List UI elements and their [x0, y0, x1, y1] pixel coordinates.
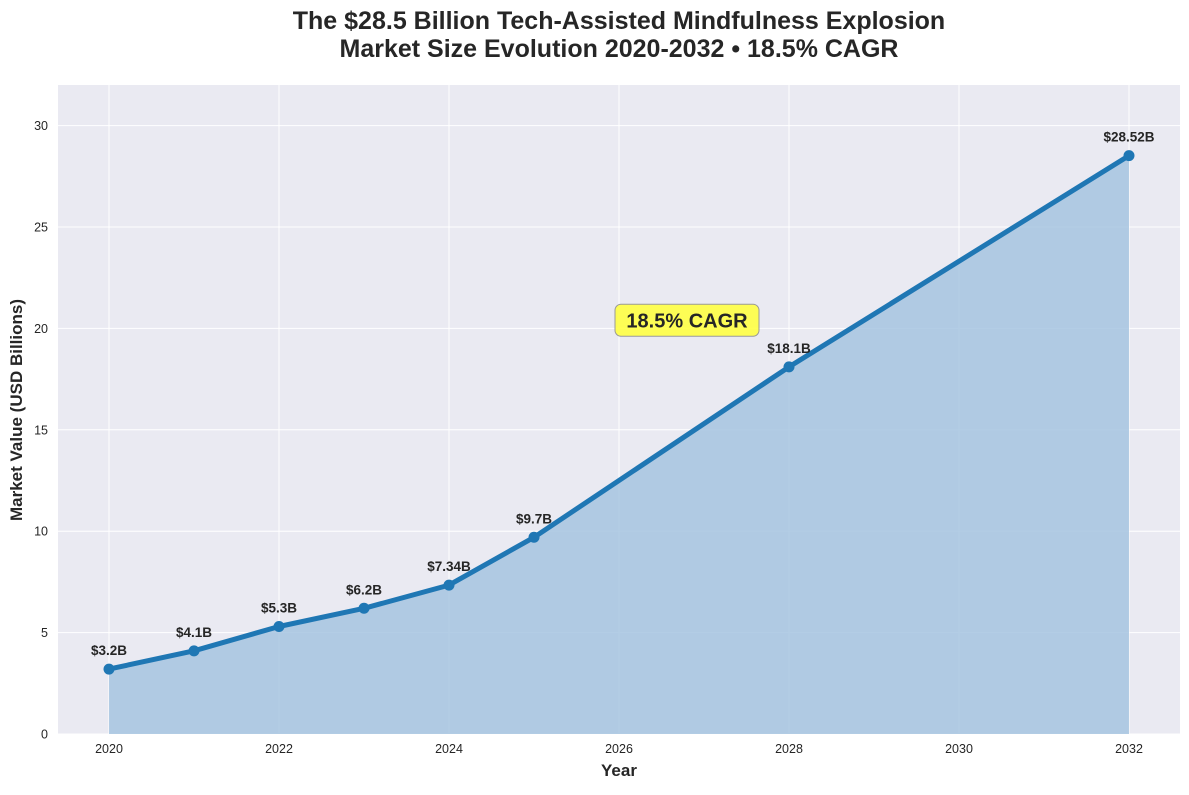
chart-title-line-2: Market Size Evolution 2020-2032 • 18.5% … [340, 35, 899, 63]
x-tick-label: 2032 [1115, 742, 1143, 756]
data-point [783, 361, 795, 373]
x-tick-label: 2030 [945, 742, 973, 756]
y-tick-label: 20 [34, 322, 48, 336]
data-point [443, 579, 455, 591]
y-tick-label: 25 [34, 220, 48, 234]
x-tick-label: 2020 [95, 742, 123, 756]
x-tick-label: 2026 [605, 742, 633, 756]
data-label: $9.7B [516, 511, 552, 526]
data-labels: $3.2B $4.1B $5.3B $6.2B $7.34B $9.7B $18.1B $28… [91, 130, 1155, 659]
x-tick-label: 2022 [265, 742, 293, 756]
y-tick-label: 30 [34, 119, 48, 133]
data-label: $7.34B [427, 559, 471, 574]
cagr-annotation-box [614, 303, 760, 337]
data-label: $28.52B [1103, 130, 1154, 145]
area-fill [109, 155, 1129, 735]
cagr-annotation: 18.5% CAGR [614, 303, 760, 337]
x-tick-label: 2024 [435, 742, 463, 756]
data-label: $3.2B [91, 643, 127, 658]
x-tick-label: 2028 [775, 742, 803, 756]
y-tick-label: 10 [34, 525, 48, 539]
data-label: $4.1B [176, 625, 212, 640]
x-axis-ticks: 2020 2022 2024 2026 2028 2030 2032 [95, 742, 1143, 756]
y-axis-ticks: 0 5 10 15 20 25 30 [34, 119, 48, 741]
data-label: $18.1B [767, 341, 811, 356]
y-axis-label: Market Value (USD Billions) [7, 299, 26, 521]
data-label: $6.2B [346, 582, 382, 597]
data-point [1123, 150, 1135, 162]
y-tick-label: 15 [34, 423, 48, 437]
data-points [103, 150, 1135, 675]
data-point [273, 621, 285, 633]
y-tick-label: 5 [41, 626, 48, 640]
chart-title-line-1: The $28.5 Billion Tech-Assisted Mindfuln… [293, 7, 945, 35]
y-tick-label: 0 [41, 728, 48, 742]
x-axis-label: Year [601, 761, 637, 780]
data-point [103, 663, 115, 675]
data-label: $5.3B [261, 601, 297, 616]
cagr-annotation-text: 18.5% CAGR [626, 310, 748, 332]
data-point [528, 531, 540, 543]
data-point [358, 602, 370, 614]
data-point [188, 645, 200, 657]
series-line [106, 153, 1132, 672]
